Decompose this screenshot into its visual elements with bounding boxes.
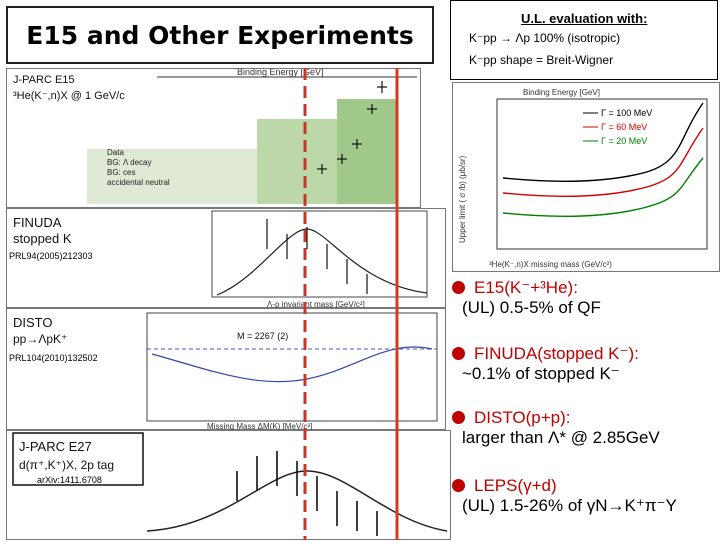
disto-xaxis: Missing Mass ΔM(K) [MeV/c²] — [207, 422, 312, 431]
ul-legend-1: Γ = 60 MeV — [601, 122, 647, 132]
e15-legend-0: Data — [107, 148, 124, 157]
e15-label-2: ³He(K⁻,n)X @ 1 GeV/c — [13, 90, 125, 102]
disto-plot: M = 2267 (2) Missing Mass ΔM(K) [MeV/c²]… — [9, 312, 438, 431]
bullet-body-0: (UL) 0.5-5% of QF — [462, 298, 601, 317]
e15-axis-top: Binding Energy [GeV] — [237, 69, 324, 77]
bullet-dot-icon — [452, 411, 465, 424]
finuda-figure: Λ-p invariant mass [GeV/c²] FINUDA stopp… — [6, 208, 446, 309]
ul-heading: U.L. evaluation with: — [521, 11, 648, 26]
ul-plot-figure: Binding Energy [GeV] ³He(K⁻,n)X missing … — [452, 82, 720, 272]
e27-label-1: J-PARC E27 — [19, 439, 92, 454]
jparc-e27-figure: J-PARC E27 d(π⁺,K⁺)X, 2p tag arXiv:1411.… — [6, 430, 451, 540]
slide-title-box: E15 and Other Experiments — [6, 6, 434, 64]
bullet-body-2: larger than Λ* @ 2.85GeV — [462, 428, 660, 447]
bullet-head-3: LEPS(γ+d) — [474, 476, 557, 495]
e15-legend-1: BG: Λ decay — [107, 158, 151, 167]
bullet-body-1: ~0.1% of stopped K⁻ — [462, 364, 620, 383]
bullet-head-0: E15(K⁻+³He): — [474, 278, 578, 297]
ul-plot: Binding Energy [GeV] ³He(K⁻,n)X missing … — [458, 88, 708, 269]
bullet-disto: DISTO(p+p): larger than Λ* @ 2.85GeV — [452, 408, 660, 448]
disto-label-1: DISTO — [13, 315, 53, 330]
e15-label-1: J-PARC E15 — [13, 74, 75, 86]
finuda-xaxis: Λ-p invariant mass [GeV/c²] — [267, 300, 365, 309]
e15-legend-2: BG: ces — [107, 168, 135, 177]
bullet-head-1: FINUDA(stopped K⁻): — [474, 344, 639, 363]
finuda-plot: Λ-p invariant mass [GeV/c²] FINUDA stopp… — [9, 210, 428, 309]
ul-legend-2: Γ = 20 MeV — [601, 136, 647, 146]
bullet-dot-icon — [452, 347, 465, 360]
disto-ref: PRL104(2010)132502 — [9, 353, 98, 363]
bullet-body-3: (UL) 1.5-26% of γN→K⁺π⁻Y — [462, 496, 677, 515]
jparc-e15-figure: Binding Energy [GeV] J-PARC E15 ³He(K⁻,n… — [6, 67, 421, 208]
bullet-finuda: FINUDA(stopped K⁻): ~0.1% of stopped K⁻ — [452, 344, 639, 384]
ul-plot-title: Binding Energy [GeV] — [523, 88, 600, 97]
e27-ref: arXiv:1411.6708 — [37, 475, 102, 485]
finuda-label-1: FINUDA — [13, 215, 62, 230]
slide-title: E15 and Other Experiments — [26, 20, 414, 50]
ul-plot-ylabel: Upper limit ( σ /b) (μb/sr) — [458, 155, 467, 243]
ul-line-2: K⁻pp shape = Breit-Wigner — [469, 53, 614, 67]
finuda-ref: PRL94(2005)212303 — [9, 251, 93, 261]
bullet-e15: E15(K⁻+³He): (UL) 0.5-5% of QF — [452, 278, 601, 318]
bullet-dot-icon — [452, 281, 465, 294]
disto-figure: M = 2267 (2) Missing Mass ΔM(K) [MeV/c²]… — [6, 308, 446, 431]
e27-plot: J-PARC E27 d(π⁺,K⁺)X, 2p tag arXiv:1411.… — [12, 432, 448, 536]
e15-legend-3: accidental neutral — [107, 178, 170, 187]
bullet-head-2: DISTO(p+p): — [474, 408, 571, 427]
e15-spectrum-plot: Binding Energy [GeV] J-PARC E15 ³He(K⁻,n… — [13, 67, 417, 204]
bullet-dot-icon — [452, 479, 465, 492]
disto-label-2: pp→ΛpK⁺ — [13, 332, 67, 346]
ul-line-1: K⁻pp → Λp 100% (isotropic) — [469, 31, 621, 45]
ul-evaluation-box: U.L. evaluation with: K⁻pp → Λp 100% (is… — [450, 0, 718, 80]
bullet-leps: LEPS(γ+d) (UL) 1.5-26% of γN→K⁺π⁻Y — [452, 476, 677, 516]
disto-mass-label: M = 2267 (2) — [237, 331, 288, 341]
ul-plot-xlabel: ³He(K⁻,n)X missing mass (GeV/c²) — [489, 260, 612, 269]
ul-legend-0: Γ = 100 MeV — [601, 108, 652, 118]
e27-label-2: d(π⁺,K⁺)X, 2p tag — [19, 458, 114, 472]
finuda-label-2: stopped K — [13, 231, 72, 246]
